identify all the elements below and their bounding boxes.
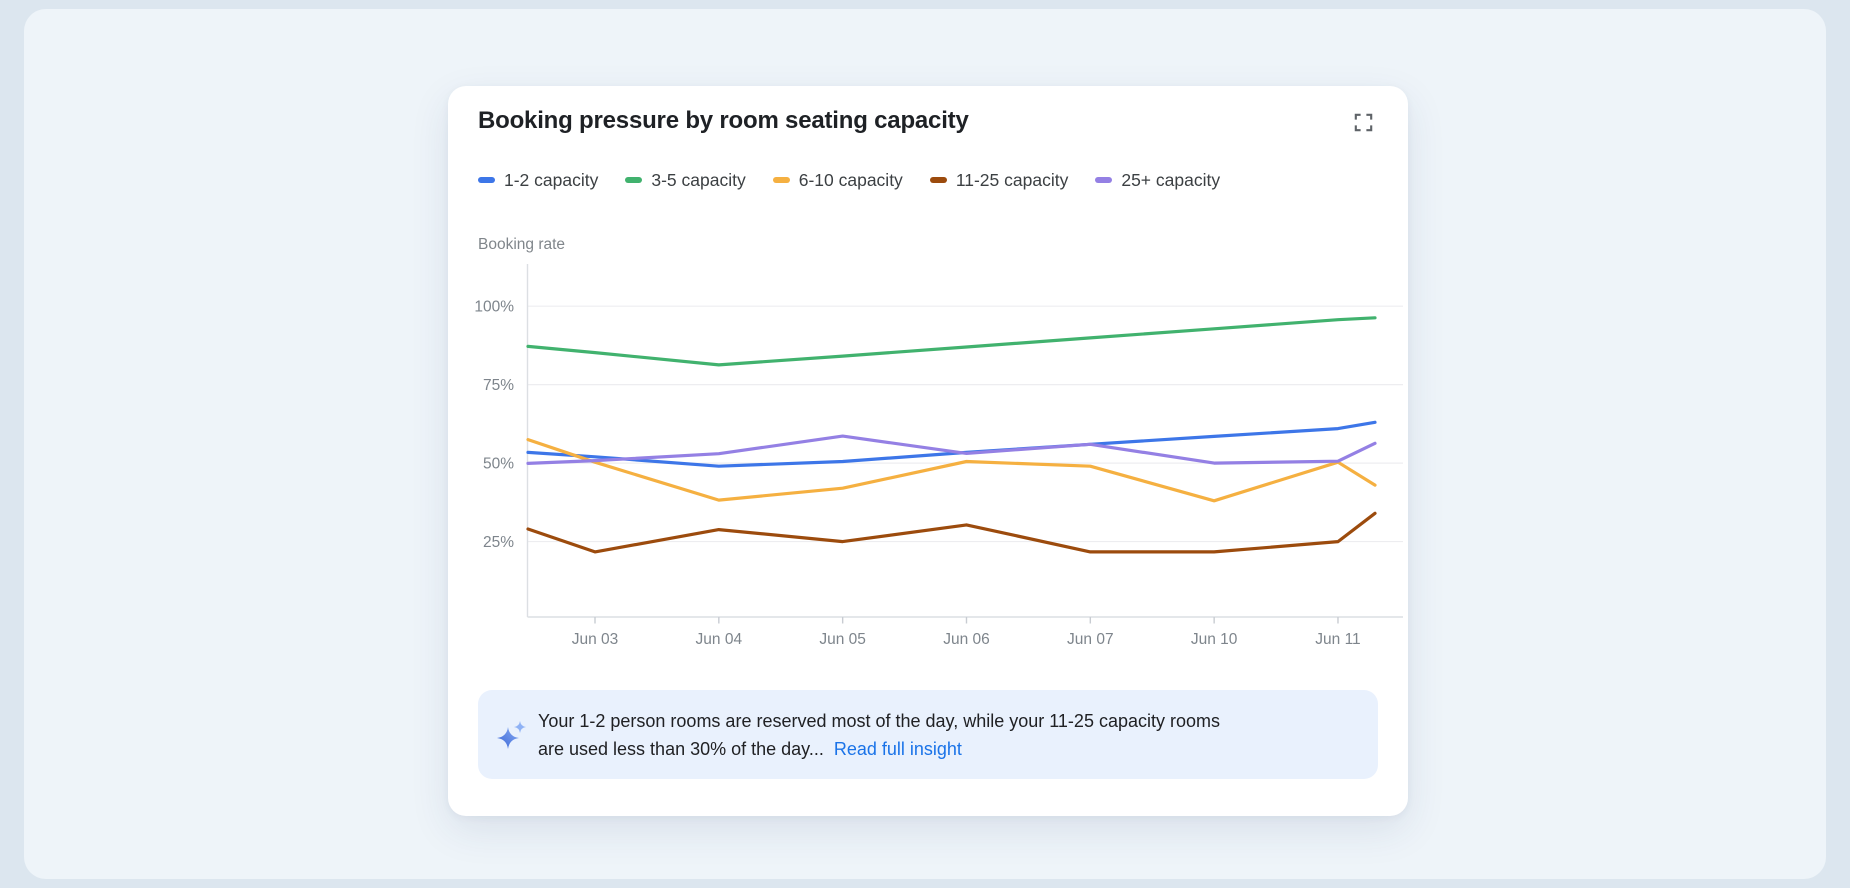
x-tick-label: Jun 03	[572, 631, 619, 648]
x-tick-label: Jun 11	[1315, 631, 1360, 648]
chart-legend: 1-2 capacity 3-5 capacity 6-10 capacity 11-…	[478, 168, 1378, 192]
legend-item-1-2-capacity[interactable]: 1-2 capacity	[478, 170, 598, 191]
legend-label: 6-10 capacity	[798, 169, 903, 190]
y-tick-label: 50%	[483, 456, 514, 473]
chart-card: Booking pressure by room seating capacit…	[448, 86, 1408, 816]
legend-label: 3-5 capacity	[651, 169, 746, 190]
legend-label: 1-2 capacity	[504, 169, 599, 190]
legend-item-11-25-capacity[interactable]: 11-25 capacity	[929, 169, 1069, 191]
insight-line-2: are used less than 30% of the day...	[538, 738, 824, 759]
series-line-3-5-capacity	[526, 316, 1377, 367]
legend-item-3-5-capacity[interactable]: 3-5 capacity	[625, 169, 746, 191]
chart-title: Booking pressure by room seating capacit…	[478, 107, 969, 134]
legend-swatch	[625, 177, 643, 183]
y-tick-label: 100%	[474, 299, 514, 316]
legend-swatch	[772, 177, 790, 183]
fullscreen-expand-icon	[1354, 113, 1373, 132]
y-axis-title: Booking rate	[478, 236, 566, 253]
legend-item-6-10-capacity[interactable]: 6-10 capacity	[772, 169, 903, 191]
series-line-6-10-capacity	[526, 438, 1377, 503]
legend-label: 11-25 capacity	[955, 169, 1069, 190]
series-line-11-25-capacity	[526, 511, 1377, 554]
ai-sparkle-icon	[497, 720, 526, 749]
y-tick-label: 75%	[483, 377, 514, 394]
legend-label: 25+ capacity	[1121, 169, 1221, 190]
expand-button[interactable]	[1349, 108, 1378, 137]
line-chart: 100% 75% 50% 25% Jun 03 Jun 04 Jun 05 Jun 06 Jun…	[474, 264, 1403, 648]
card-header: Booking pressure by room seating capacit…	[448, 86, 1408, 138]
insight-text: Your 1-2 person rooms are reserved most …	[538, 707, 1220, 763]
x-tick-label: Jun 07	[1067, 631, 1114, 648]
x-tick-label: Jun 05	[819, 631, 866, 648]
series-line-25-capacity	[526, 434, 1377, 465]
legend-item-25-capacity[interactable]: 25+ capacity	[1095, 170, 1220, 191]
y-tick-label: 25%	[483, 534, 514, 551]
read-full-insight-link[interactable]: Read full insight	[833, 738, 962, 759]
insight-banner: Your 1-2 person rooms are reserved most …	[478, 690, 1378, 779]
insight-line-1: Your 1-2 person rooms are reserved most …	[538, 710, 1220, 731]
legend-swatch	[1095, 177, 1113, 183]
series-line-1-2-capacity	[526, 420, 1377, 468]
x-tick-label: Jun 06	[943, 631, 990, 648]
x-tick-label: Jun 10	[1191, 631, 1238, 648]
legend-swatch	[929, 177, 947, 183]
legend-swatch	[478, 177, 495, 183]
x-tick-label: Jun 04	[696, 631, 743, 648]
